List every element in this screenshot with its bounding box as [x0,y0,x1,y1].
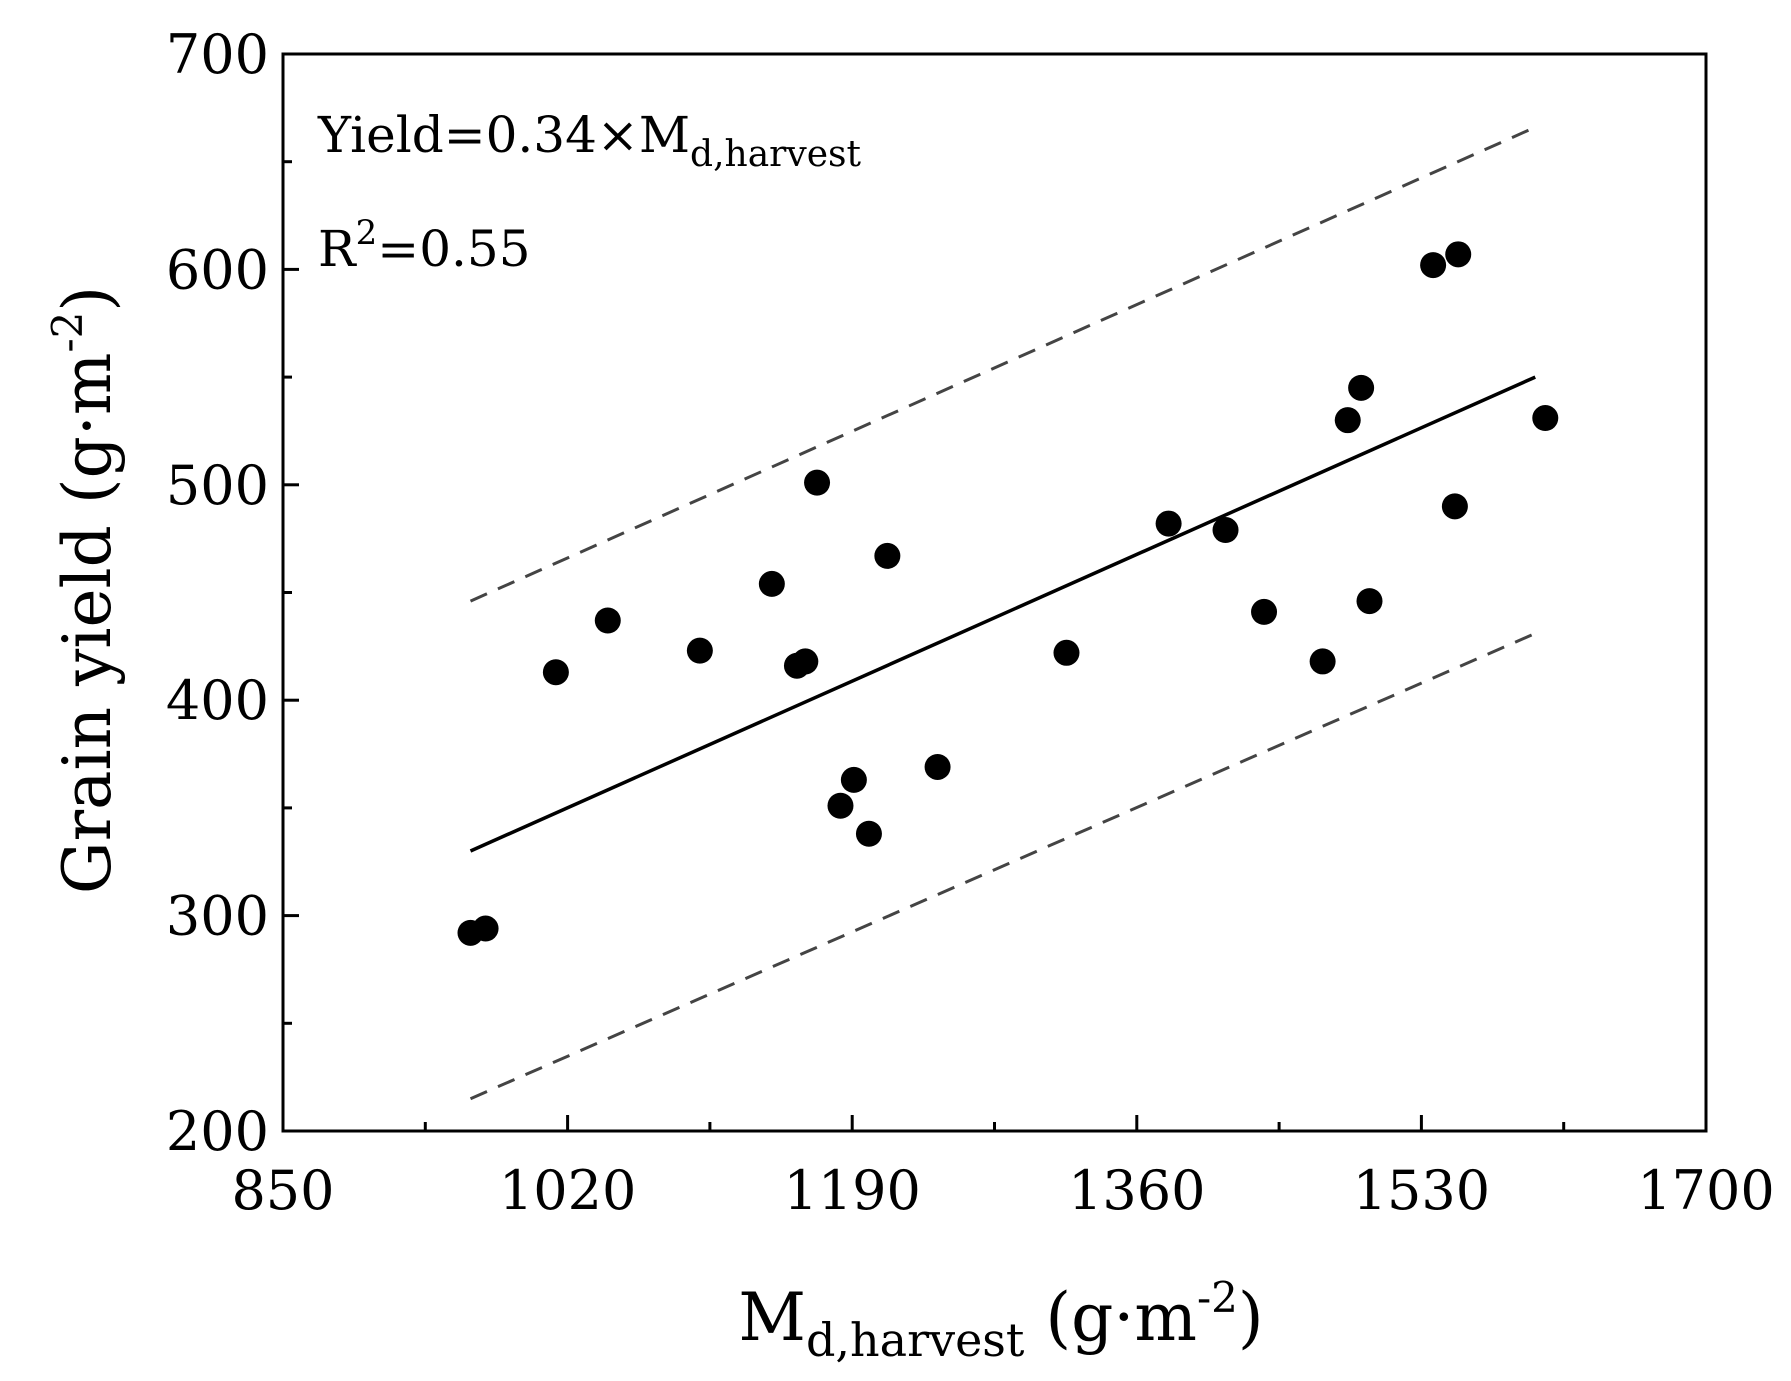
plot-area-frame [281,52,1708,1133]
data-point [827,792,854,819]
data-point [1212,517,1239,544]
x-tick-label: 1360 [1068,1159,1205,1222]
regression-line [469,375,1536,853]
data-point [542,659,569,686]
data-point [1155,510,1182,537]
data-point [792,648,819,675]
upper-prediction-bound [469,125,1536,603]
data-point [472,915,499,942]
x-tick-label: 850 [231,1159,334,1222]
y-tick-label: 700 [166,23,269,86]
prediction-bounds [469,125,1536,1101]
y-tick-label: 500 [166,454,269,517]
x-tick-label: 1020 [499,1159,636,1222]
data-point [1532,405,1559,432]
data-point [1445,241,1472,268]
data-point [1334,407,1361,434]
data-point [1251,598,1278,625]
data-point [594,607,621,634]
data-point [1356,588,1383,615]
x-tick-label: 1530 [1353,1159,1490,1222]
x-axis-title: Md,harvest (g·m-2) [738,1273,1263,1367]
data-point [1053,639,1080,666]
y-tick-label: 400 [166,669,269,732]
y-tick-label: 200 [166,1100,269,1163]
y-tick-label: 300 [166,885,269,948]
x-tick-label: 1700 [1637,1159,1774,1222]
data-points [457,241,1559,946]
y-tick-label: 600 [166,238,269,301]
data-point [686,637,713,664]
data-point [1348,374,1375,401]
x-tick-label: 1190 [783,1159,920,1222]
regression-line-group [469,375,1536,853]
y-axis-title: Grain yield (g·m-2) [43,286,126,894]
r-squared-label: R2=0.55 [318,213,531,278]
lower-prediction-bound [469,632,1536,1101]
axis-ticks: 850 1020 1190 1360 1530 1700 200 300 400 500 600 70… [166,23,1775,1222]
data-point [1441,493,1468,520]
data-point [758,570,785,597]
data-point [924,753,951,780]
data-point [804,469,831,496]
data-point [1309,648,1336,675]
data-point [840,766,867,793]
data-point [1420,252,1447,279]
data-point [855,820,882,847]
data-point [874,542,901,569]
regression-equation: Yield=0.34×Md,harvest [317,106,861,175]
